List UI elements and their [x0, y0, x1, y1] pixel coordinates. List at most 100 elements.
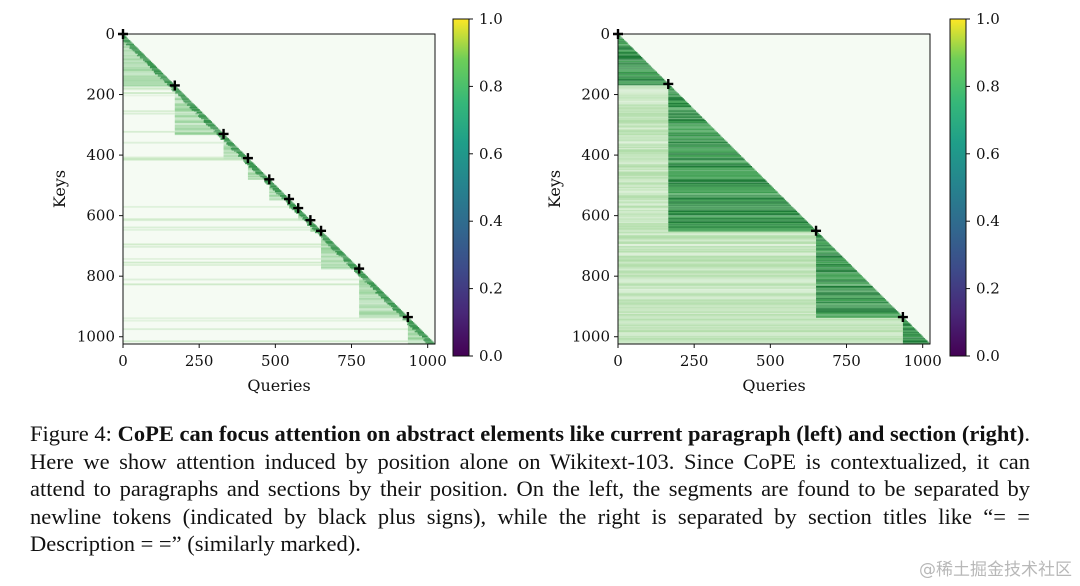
attention-section: [816, 264, 851, 266]
attention-previous: [618, 94, 669, 97]
attention-section: [668, 185, 772, 188]
attention-paragraph: [174, 100, 184, 103]
attention-previous: [618, 152, 669, 155]
attention-section: [816, 300, 888, 303]
attention-section: [668, 139, 726, 142]
attention-band: [393, 308, 401, 311]
attention-paragraph: [359, 293, 379, 295]
attention-section: [668, 121, 707, 123]
attention-band: [183, 100, 192, 103]
attention-band: [146, 61, 153, 64]
attention-section: [618, 72, 659, 75]
attention-band: [276, 192, 284, 195]
attention-section: [618, 76, 662, 79]
attention-section: [816, 282, 870, 285]
attention-section: [618, 75, 661, 77]
attention-previous: [618, 242, 817, 245]
attention-paragraph: [174, 116, 200, 119]
attention-previous: [618, 260, 817, 263]
attention-band: [189, 106, 198, 109]
attention-previous: [618, 107, 669, 110]
attention-previous: [618, 142, 669, 145]
attention-previous: [618, 216, 669, 219]
attention-previous: [618, 297, 817, 300]
attention-paragraph: [223, 144, 228, 147]
attention-previous: [618, 169, 669, 172]
attention-previous: [618, 176, 669, 179]
attention-previous: [618, 255, 817, 258]
attention-section: [902, 318, 906, 321]
attention-stripe: [123, 243, 322, 246]
attention-band: [237, 155, 247, 157]
attention-paragraph: [123, 46, 130, 48]
attention-section: [668, 228, 816, 231]
attention-paragraph: [321, 260, 345, 263]
attention-previous: [618, 204, 669, 207]
attention-band: [258, 174, 266, 177]
attention-section: [618, 82, 668, 85]
attention-paragraph: [123, 71, 154, 74]
attention-previous: [618, 222, 669, 225]
attention-section: [618, 63, 649, 65]
attention-band: [378, 294, 387, 297]
attention-band: [154, 72, 164, 75]
attention-paragraph: [298, 214, 300, 217]
attention-paragraph: [174, 104, 187, 107]
boundary-marker: [264, 174, 275, 185]
attention-previous: [618, 162, 669, 165]
attention-paragraph: [407, 329, 416, 332]
attention-previous: [618, 212, 669, 214]
attention-previous: [618, 302, 817, 305]
attention-section: [668, 103, 689, 105]
attention-previous: [618, 293, 817, 295]
attention-paragraph: [123, 54, 137, 57]
attention-section: [668, 110, 696, 113]
attention-paragraph: [359, 302, 388, 305]
attention-previous: [618, 156, 669, 159]
attention-band: [214, 129, 221, 132]
attention-section: [668, 204, 792, 207]
attention-band: [396, 310, 403, 312]
attention-section: [668, 157, 744, 160]
attention-paragraph: [321, 241, 326, 243]
attention-previous: [618, 132, 669, 134]
attention-paragraph: [321, 262, 347, 265]
attention-band: [226, 141, 233, 144]
attention-section: [668, 145, 732, 148]
attention-previous: [618, 316, 817, 318]
attention-previous: [618, 336, 903, 339]
attention-section: [668, 195, 782, 197]
attention-previous: [618, 112, 669, 115]
attention-band: [331, 248, 340, 251]
attention-paragraph: [269, 193, 279, 196]
attention-band: [220, 138, 230, 140]
attention-band: [289, 204, 297, 207]
attention-paragraph: [247, 169, 254, 172]
attention-band: [160, 76, 167, 79]
colorbar: [452, 18, 470, 357]
attention-section: [816, 248, 835, 251]
attention-paragraph: [123, 80, 164, 82]
y-tick-label: 800: [86, 267, 115, 285]
attention-band: [349, 266, 359, 269]
attention-paragraph: [359, 311, 397, 314]
attention-section: [668, 152, 739, 155]
attention-section: [816, 254, 842, 257]
attention-previous: [618, 144, 669, 147]
attention-section: [668, 174, 761, 177]
attention-previous: [618, 268, 817, 271]
attention-band: [251, 168, 260, 171]
attention-paragraph: [407, 333, 418, 335]
attention-section: [618, 64, 650, 67]
attention-section: [668, 128, 715, 131]
attention-band: [332, 249, 342, 252]
attention-band: [425, 341, 434, 344]
attention-section: [816, 274, 862, 277]
attention-paragraph: [269, 187, 273, 190]
x-tick-label: 0: [118, 352, 128, 370]
y-tick-label: 400: [581, 146, 610, 164]
attention-band: [167, 82, 173, 85]
attention-paragraph: [223, 156, 242, 159]
attention-section: [816, 307, 895, 310]
attention-band: [264, 180, 272, 183]
